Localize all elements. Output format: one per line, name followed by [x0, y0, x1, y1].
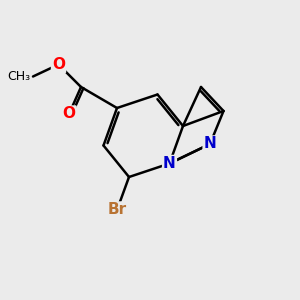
Text: N: N — [163, 156, 176, 171]
Text: O: O — [52, 57, 65, 72]
Text: Br: Br — [107, 202, 127, 217]
Text: CH₃: CH₃ — [7, 70, 30, 83]
Text: O: O — [62, 106, 76, 122]
Text: N: N — [204, 136, 216, 152]
